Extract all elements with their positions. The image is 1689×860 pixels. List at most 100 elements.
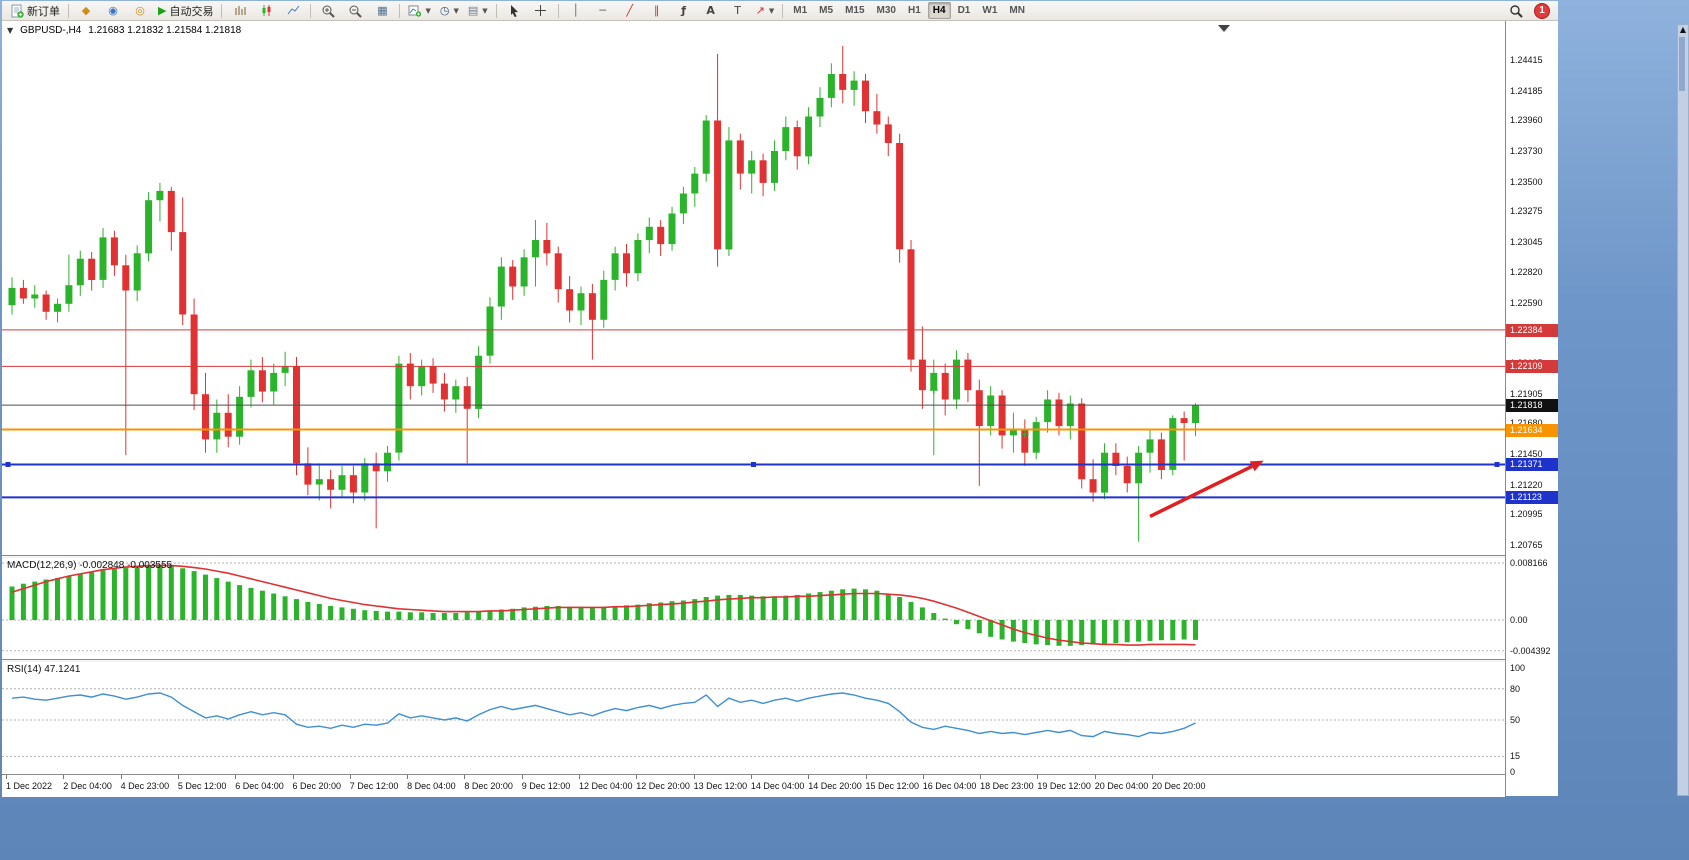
macd-histogram-layer — [9, 565, 1198, 646]
candle — [600, 279, 608, 320]
candle — [566, 289, 574, 311]
chart-shift-marker — [1218, 25, 1230, 32]
auto-trading-button[interactable]: ▶ 自动交易 — [154, 1, 217, 21]
candle — [1089, 479, 1097, 493]
candle — [475, 355, 483, 409]
plus-marker — [1020, 430, 1029, 439]
macd-bar — [1010, 620, 1016, 642]
macd-bar — [214, 578, 220, 620]
macd-bar — [635, 604, 641, 620]
candle — [588, 293, 596, 320]
horizontal-line-button[interactable]: ─ — [590, 1, 616, 21]
channel-button[interactable]: ∥ — [644, 1, 670, 21]
macd-bar — [487, 610, 493, 620]
timeframe-m30[interactable]: M30 — [876, 5, 896, 16]
vertical-scrollbar[interactable]: ▲ — [1677, 24, 1689, 796]
candle — [1146, 439, 1154, 453]
timeframe-m15[interactable]: M15 — [845, 5, 865, 16]
macd-bar — [1158, 620, 1164, 641]
text-button[interactable]: A — [698, 1, 724, 21]
macd-bar — [237, 585, 243, 620]
macd-bar — [66, 576, 72, 620]
line-chart-button[interactable] — [280, 1, 306, 21]
macd-bar — [476, 611, 482, 620]
timeframe-h1[interactable]: H1 — [907, 5, 921, 16]
scrollbar-thumb[interactable] — [1679, 37, 1685, 91]
new-order-button[interactable]: 新订单 — [6, 1, 64, 21]
metaeditor-button[interactable]: ◆ — [73, 1, 99, 21]
macd-bar — [419, 612, 425, 620]
macd-bar — [885, 593, 891, 620]
macd-bar — [294, 599, 299, 620]
timeframe-mn[interactable]: MN — [1009, 5, 1025, 16]
toolbar-separator — [310, 3, 312, 18]
candle — [1021, 430, 1029, 453]
timeframe-w1[interactable]: W1 — [982, 5, 998, 16]
fibonacci-button[interactable]: ƒ — [671, 1, 697, 21]
time-tick — [750, 775, 752, 779]
candle — [736, 140, 744, 174]
candle — [133, 253, 141, 291]
time-tick — [1037, 775, 1039, 779]
candle — [1078, 403, 1086, 480]
bar-chart-button[interactable] — [226, 1, 252, 21]
time-axis-label: 8 Dec 04:00 — [407, 781, 456, 791]
time-tick — [1152, 775, 1153, 779]
cursor-button[interactable] — [501, 1, 527, 21]
macd-bar — [806, 593, 812, 620]
main-chart-canvas[interactable] — [2, 21, 1505, 555]
one-click-trading-arrow-icon[interactable]: ▼ — [7, 26, 14, 35]
trendline-button[interactable]: ╱ — [617, 1, 643, 21]
search-button[interactable] — [1503, 1, 1529, 21]
arrows-button[interactable]: ↗ ▼ — [752, 1, 779, 21]
price-axis[interactable]: 1.24415 1.24185 1.23960 1.23730 1.23500 1.232… — [1506, 21, 1558, 796]
timeframe-d1[interactable]: D1 — [957, 5, 971, 16]
timeframe-m1[interactable]: M1 — [793, 5, 808, 16]
macd-bar — [248, 587, 254, 620]
candle — [953, 359, 960, 400]
time-tick — [63, 775, 65, 779]
zoom-in-button[interactable] — [315, 1, 341, 21]
charts-window-button[interactable]: ◉ — [100, 1, 126, 21]
trend-arrow-head — [1249, 460, 1264, 472]
rsi-canvas[interactable] — [2, 661, 1505, 774]
price-axis-separator — [1505, 21, 1506, 796]
time-axis-label: 20 Dec 04:00 — [1094, 781, 1149, 791]
macd-bar — [954, 620, 959, 625]
price-tag: 1.22384 — [1506, 323, 1558, 337]
macd-canvas[interactable] — [2, 557, 1505, 659]
market-watch-button[interactable]: ◎ — [127, 1, 153, 21]
timeframe-h4[interactable]: H4 — [927, 2, 951, 19]
templates-button[interactable]: ▤ ▼ — [464, 1, 492, 21]
vertical-line-icon: │ — [572, 4, 579, 17]
candle — [247, 370, 255, 397]
new-chart-button[interactable]: ▼ — [404, 1, 434, 21]
price-axis-label: 1.22590 — [1510, 297, 1543, 308]
pane-divider[interactable] — [2, 555, 1505, 558]
tile-windows-button[interactable]: ▦ — [369, 1, 395, 21]
text-label-button[interactable]: T — [725, 1, 751, 21]
chevron-down-icon: ▼ — [768, 6, 775, 15]
candle — [190, 314, 198, 395]
candle — [8, 287, 16, 306]
price-axis-label: 1.23500 — [1510, 176, 1543, 187]
crosshair-button[interactable] — [528, 1, 554, 21]
candle — [657, 226, 665, 245]
periods-button[interactable]: ◷ ▼ — [436, 1, 463, 21]
candlestick-button[interactable] — [253, 1, 279, 21]
trend-arrow — [1149, 464, 1253, 519]
candle — [167, 190, 175, 233]
timeframe-m5[interactable]: M5 — [819, 5, 834, 16]
time-axis[interactable]: 1 Dec 2022 2 Dec 04:00 4 Dec 23:00 5 Dec 12… — [2, 774, 1505, 797]
timeframe-toolbar: M1 M5 M15 M30 H1 H4 D1 W1 MN — [787, 2, 1031, 19]
macd-bar — [1124, 620, 1130, 643]
candle — [122, 265, 130, 291]
macd-bar — [32, 581, 38, 620]
notification-badge[interactable]: 1 — [1534, 2, 1550, 19]
pane-divider[interactable] — [2, 659, 1505, 662]
vertical-line-button[interactable]: │ — [563, 1, 589, 21]
macd-bar — [89, 572, 95, 620]
scroll-up-icon[interactable]: ▲ — [1679, 25, 1687, 34]
time-axis-label: 12 Dec 04:00 — [579, 781, 633, 791]
zoom-out-button[interactable] — [342, 1, 368, 21]
